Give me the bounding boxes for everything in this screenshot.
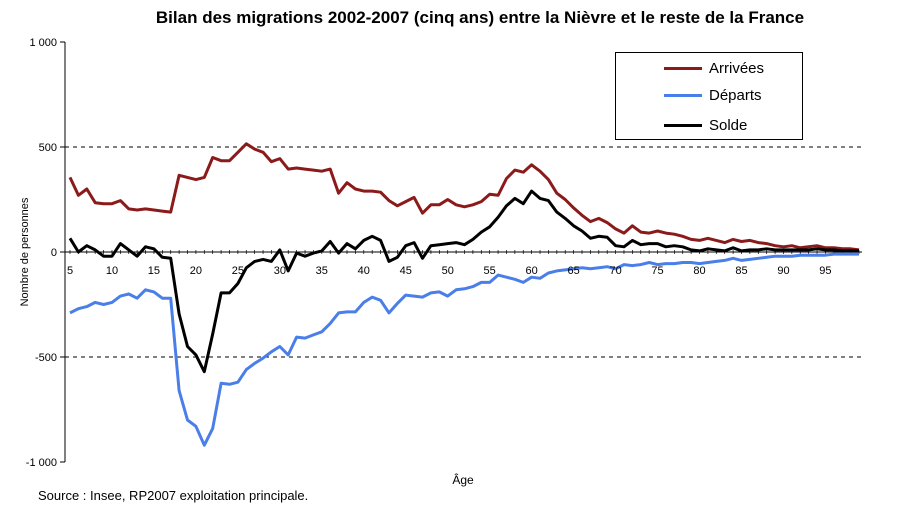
y-tick-labels: 1 000 500 0 -500 -1 000 (26, 37, 57, 469)
legend-item-departs: Départs (616, 85, 762, 105)
series-lines (68, 142, 860, 447)
legend-swatch-departs (664, 93, 702, 97)
x-tick-label: 15 (148, 265, 160, 277)
x-tick-label: 50 (442, 265, 454, 277)
x-tick-label: 10 (106, 265, 118, 277)
x-tick-label: 75 (651, 265, 663, 277)
x-tick-label: 70 (609, 265, 621, 277)
series-line-solde (68, 189, 859, 374)
x-tick-label: 25 (232, 265, 244, 277)
x-tick-label: 35 (316, 265, 328, 277)
series-line-arrivees (68, 142, 860, 252)
legend-item-solde: Solde (616, 115, 747, 135)
x-tick-label: 80 (693, 265, 705, 277)
x-tick-label: 20 (190, 265, 202, 277)
y-tick-label: -1 000 (26, 457, 57, 469)
legend-swatch-arrivees (664, 66, 702, 70)
x-tick-label: 5 (67, 265, 73, 277)
series-line-departs (69, 252, 859, 447)
x-tick-label: 55 (484, 265, 496, 277)
y-tick-label: 1 000 (29, 37, 57, 49)
y-tick-label: 0 (51, 247, 57, 259)
y-tick-label: 500 (39, 142, 57, 154)
x-tick-labels: 5 10 15 20 25 30 35 40 45 50 55 60 65 70 75 80 85 90 95 (67, 265, 832, 277)
x-tick-label: 40 (358, 265, 370, 277)
source-note: Source : Insee, RP2007 exploitation prin… (38, 488, 309, 503)
y-tick-label: -500 (35, 352, 57, 364)
x-tick-label: 90 (777, 265, 789, 277)
gridlines (65, 146, 862, 358)
x-tick-label: 30 (274, 265, 286, 277)
y-axis-label: Nombre de personnes (19, 197, 31, 306)
x-tick-label: 60 (526, 265, 538, 277)
legend-swatch-solde (664, 123, 702, 127)
x-tick-label: 95 (819, 265, 831, 277)
chart-title: Bilan des migrations 2002-2007 (cinq ans… (155, 8, 805, 27)
legend: Arrivées Départs Solde (615, 52, 803, 140)
legend-label-arrivees: Arrivées (709, 59, 765, 77)
x-axis-label: Âge (452, 472, 474, 487)
legend-item-arrivees: Arrivées (616, 58, 764, 78)
x-tick-label: 65 (567, 265, 579, 277)
legend-label-departs: Départs (709, 86, 762, 104)
legend-label-solde: Solde (709, 116, 748, 134)
x-tick-label: 45 (400, 265, 412, 277)
x-tick-label: 85 (735, 265, 747, 277)
